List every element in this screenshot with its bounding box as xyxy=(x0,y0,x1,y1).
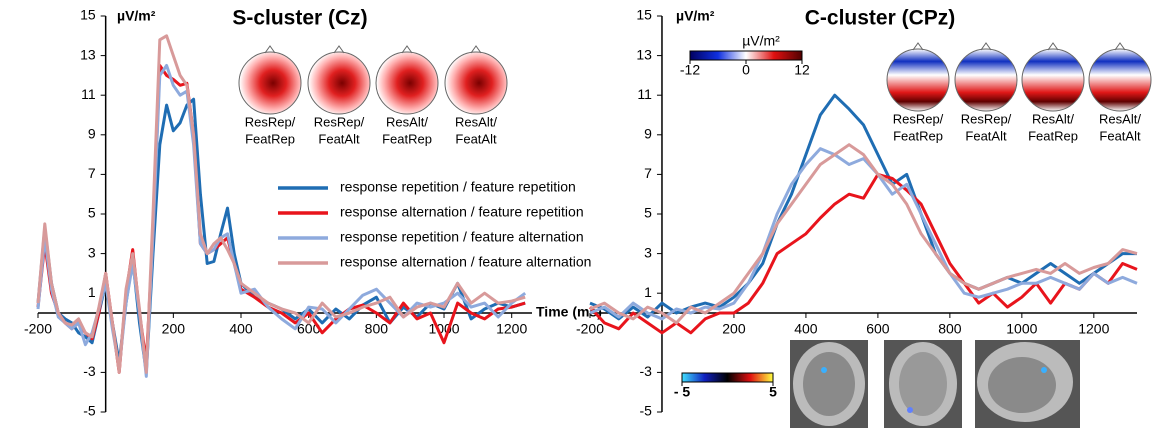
topography xyxy=(307,51,371,115)
topography-label: ResRep/ xyxy=(961,111,1012,126)
x-tick-label: 1200 xyxy=(1078,321,1109,337)
mri-images xyxy=(790,340,1080,428)
topography xyxy=(238,51,302,115)
y-tick-label: 1 xyxy=(88,284,96,300)
x-tick-label: 400 xyxy=(794,321,818,337)
mri-colorbar xyxy=(681,372,774,383)
y-tick-label: -5 xyxy=(83,403,96,419)
y-tick-label: 11 xyxy=(637,86,652,102)
x-tick-label: 800 xyxy=(938,321,962,337)
x-tick-label: 800 xyxy=(365,321,389,337)
series-line xyxy=(589,143,1138,325)
head-nose xyxy=(1114,42,1126,51)
colorbar-tick-label: 12 xyxy=(794,62,810,78)
topography-label: ResRep/ xyxy=(893,111,944,126)
y-tick-label: 3 xyxy=(644,244,652,260)
y-tick-label: 11 xyxy=(81,86,96,102)
topography xyxy=(886,48,950,112)
topography-label: FeatRep xyxy=(893,128,943,143)
legend-label: response repetition / feature alternatio… xyxy=(340,229,584,245)
topography xyxy=(1021,48,1085,112)
x-tick-label: 600 xyxy=(297,321,321,337)
head-nose xyxy=(401,45,413,54)
x-axis-label: Time (ms) xyxy=(536,304,602,320)
topography-label: FeatRep xyxy=(382,131,432,146)
x-tick-label: 200 xyxy=(722,321,746,337)
topography-label: FeatAlt xyxy=(965,128,1007,143)
mri-colorbar-tick-label: - 5 xyxy=(674,384,691,400)
y-tick-label: 15 xyxy=(80,7,96,23)
y-tick-label: 7 xyxy=(644,165,652,181)
colorbar-label: µV/m² xyxy=(742,33,780,49)
y-tick-label: -5 xyxy=(640,403,653,419)
x-tick-label: 1000 xyxy=(1006,321,1037,337)
head-nose xyxy=(980,42,992,51)
colorbar-tick-label: 0 xyxy=(742,62,750,78)
y-axis-label: µV/m² xyxy=(676,8,715,24)
x-tick-label: 400 xyxy=(229,321,253,337)
legend-label: response alternation / feature alternati… xyxy=(340,254,591,270)
x-tick-label: 1200 xyxy=(496,321,527,337)
y-tick-label: 1 xyxy=(644,284,652,300)
head-nose xyxy=(1047,42,1059,51)
topography xyxy=(954,48,1018,112)
colorbar xyxy=(689,50,803,61)
mri-colorbar-tick-label: 5 xyxy=(769,384,777,400)
topography-label: FeatRep xyxy=(245,131,295,146)
x-tick-label: -200 xyxy=(576,321,604,337)
legend-label: response alternation / feature repetitio… xyxy=(340,204,584,220)
topography-label: FeatAlt xyxy=(318,131,360,146)
head-nose xyxy=(470,45,482,54)
y-tick-label: 9 xyxy=(88,126,96,142)
topography-label: ResAlt/ xyxy=(1099,111,1141,126)
topography-label: ResAlt/ xyxy=(455,114,497,129)
head-nose xyxy=(333,45,345,54)
x-tick-label: -200 xyxy=(24,321,52,337)
topography-label: FeatRep xyxy=(1028,128,1078,143)
topography xyxy=(444,51,508,115)
topography xyxy=(1088,48,1152,112)
legend-label: response repetition / feature repetition xyxy=(340,179,576,195)
y-tick-label: 9 xyxy=(644,126,652,142)
x-tick-label: 600 xyxy=(866,321,890,337)
series-line xyxy=(589,147,1138,321)
chart-title: S-cluster (Cz) xyxy=(232,7,367,30)
y-axis-label: µV/m² xyxy=(117,8,156,24)
topography-label: FeatAlt xyxy=(1099,128,1141,143)
x-tick-label: 200 xyxy=(162,321,186,337)
y-tick-label: 5 xyxy=(88,205,96,221)
y-tick-label: 13 xyxy=(80,46,96,62)
y-tick-label: 3 xyxy=(88,244,96,260)
y-tick-label: -3 xyxy=(83,363,96,379)
series-line xyxy=(588,172,1138,335)
y-tick-label: 7 xyxy=(88,165,96,181)
topography-label: ResRep/ xyxy=(245,114,296,129)
chart-title: C-cluster (CPz) xyxy=(805,7,956,30)
x-tick-label: 1000 xyxy=(428,321,459,337)
colorbar-tick-label: -12 xyxy=(680,62,700,78)
topography xyxy=(375,51,439,115)
y-tick-label: 15 xyxy=(636,7,652,23)
head-nose xyxy=(912,42,924,51)
topography-label: ResRep/ xyxy=(314,114,365,129)
topography-label: FeatAlt xyxy=(455,131,497,146)
head-nose xyxy=(264,45,276,54)
topography-label: ResAlt/ xyxy=(386,114,428,129)
topography-label: ResAlt/ xyxy=(1032,111,1074,126)
y-tick-label: 13 xyxy=(636,46,652,62)
y-tick-label: -3 xyxy=(640,363,653,379)
y-tick-label: 5 xyxy=(644,205,652,221)
series-line xyxy=(36,34,526,374)
